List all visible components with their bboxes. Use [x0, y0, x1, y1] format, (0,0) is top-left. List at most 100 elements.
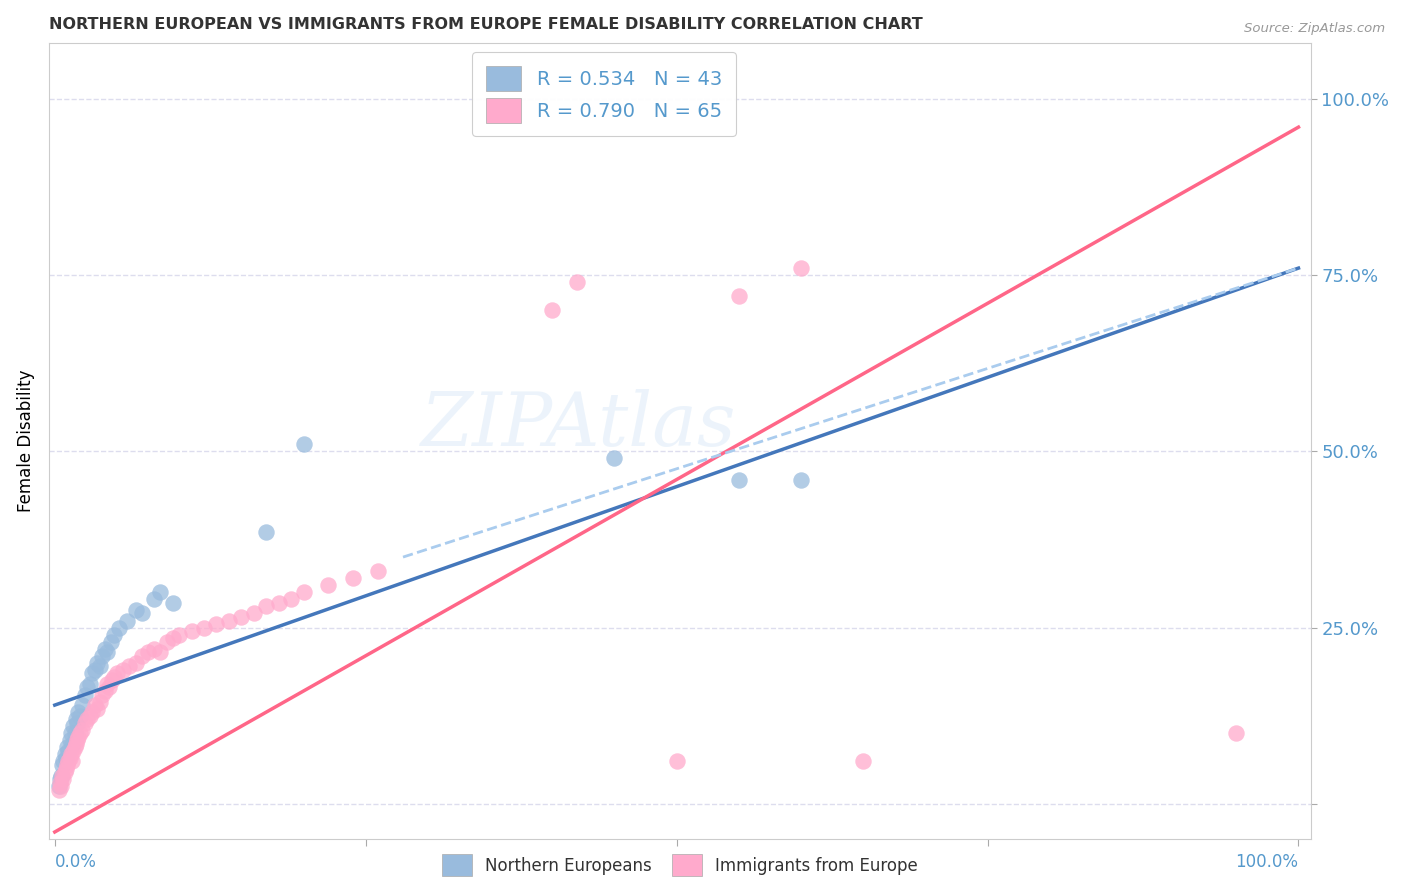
Point	[143, 592, 166, 607]
Point	[131, 648, 153, 663]
Point	[205, 617, 228, 632]
Point	[96, 677, 118, 691]
Point	[193, 621, 215, 635]
Point	[63, 740, 86, 755]
Point	[60, 755, 83, 769]
Point	[254, 599, 277, 614]
Point	[231, 610, 253, 624]
Point	[180, 624, 202, 639]
Point	[267, 596, 290, 610]
Legend: Northern Europeans, Immigrants from Europe: Northern Europeans, Immigrants from Euro…	[434, 847, 925, 882]
Point	[48, 772, 70, 786]
Point	[79, 708, 101, 723]
Point	[101, 673, 124, 688]
Point	[93, 684, 115, 698]
Point	[69, 708, 91, 723]
Point	[69, 726, 91, 740]
Point	[83, 698, 105, 712]
Point	[103, 627, 125, 641]
Point	[1225, 726, 1247, 740]
Point	[790, 261, 813, 276]
Point	[52, 772, 75, 786]
Point	[665, 755, 688, 769]
Point	[727, 289, 749, 303]
Point	[131, 607, 153, 621]
Point	[790, 473, 813, 487]
Point	[67, 730, 90, 744]
Point	[59, 733, 82, 747]
Point	[124, 656, 146, 670]
Point	[63, 726, 86, 740]
Point	[48, 779, 70, 793]
Point	[83, 663, 105, 677]
Point	[56, 740, 79, 755]
Point	[53, 747, 76, 762]
Point	[143, 641, 166, 656]
Point	[70, 698, 93, 712]
Point	[89, 695, 111, 709]
Point	[565, 275, 588, 289]
Point	[318, 578, 340, 592]
Point	[65, 712, 87, 726]
Point	[149, 645, 172, 659]
Point	[51, 768, 73, 782]
Point	[156, 634, 179, 648]
Point	[80, 666, 103, 681]
Point	[541, 303, 564, 318]
Point	[136, 645, 159, 659]
Point	[62, 744, 84, 758]
Text: Source: ZipAtlas.com: Source: ZipAtlas.com	[1244, 22, 1385, 36]
Point	[55, 762, 77, 776]
Point	[48, 775, 70, 789]
Point	[76, 712, 98, 726]
Point	[93, 641, 115, 656]
Point	[59, 751, 82, 765]
Point	[98, 681, 121, 695]
Point	[91, 688, 114, 702]
Point	[292, 585, 315, 599]
Point	[65, 737, 87, 751]
Point	[162, 596, 184, 610]
Point	[280, 592, 302, 607]
Point	[149, 585, 172, 599]
Y-axis label: Female Disability: Female Disability	[17, 369, 35, 512]
Point	[105, 666, 128, 681]
Point	[52, 755, 75, 769]
Point	[60, 737, 83, 751]
Point	[100, 634, 122, 648]
Point	[852, 755, 875, 769]
Point	[55, 751, 77, 765]
Point	[76, 681, 98, 695]
Point	[49, 779, 72, 793]
Text: NORTHERN EUROPEAN VS IMMIGRANTS FROM EUROPE FEMALE DISABILITY CORRELATION CHART: NORTHERN EUROPEAN VS IMMIGRANTS FROM EUR…	[49, 17, 922, 32]
Point	[242, 607, 264, 621]
Point	[115, 614, 138, 628]
Point	[67, 705, 90, 719]
Point	[80, 705, 103, 719]
Point	[118, 659, 141, 673]
Text: 100.0%: 100.0%	[1236, 853, 1299, 871]
Point	[66, 715, 89, 730]
Point	[603, 451, 626, 466]
Point	[727, 473, 749, 487]
Point	[59, 726, 82, 740]
Text: 0.0%: 0.0%	[55, 853, 97, 871]
Point	[59, 747, 82, 762]
Point	[49, 768, 72, 782]
Point	[218, 614, 240, 628]
Point	[103, 670, 125, 684]
Point	[254, 525, 277, 540]
Point	[79, 677, 101, 691]
Point	[62, 719, 84, 733]
Point	[167, 627, 190, 641]
Point	[108, 621, 131, 635]
Point	[70, 723, 93, 737]
Point	[162, 631, 184, 645]
Point	[73, 688, 96, 702]
Point	[73, 715, 96, 730]
Point	[51, 758, 73, 772]
Point	[96, 645, 118, 659]
Point	[48, 782, 70, 797]
Point	[367, 564, 389, 578]
Point	[53, 765, 76, 780]
